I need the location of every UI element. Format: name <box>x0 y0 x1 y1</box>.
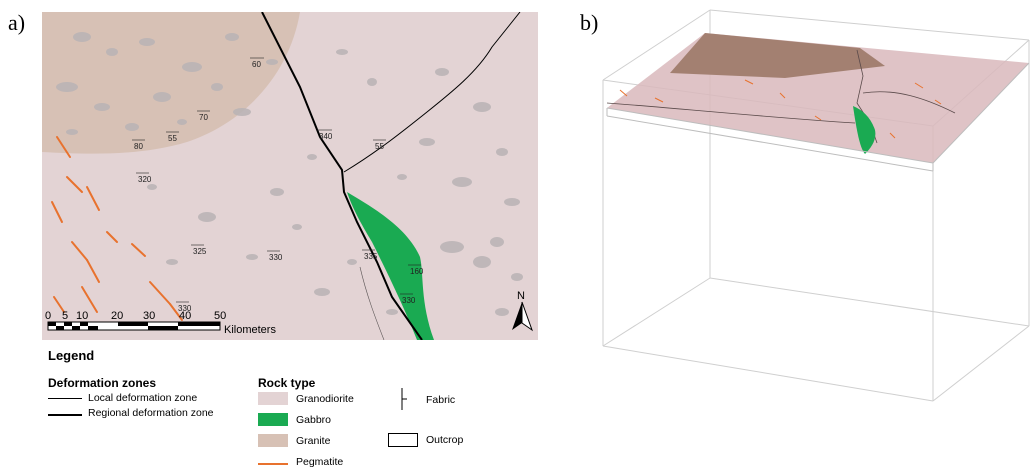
gabbro-label: Gabbro <box>296 414 332 426</box>
fabric-ticks <box>132 57 421 303</box>
deformation-zones-title: Deformation zones <box>48 376 157 390</box>
north-arrow-icon: N <box>512 290 533 332</box>
scale-bar: 0 5 10 20 30 40 50 Kilometers <box>45 310 276 336</box>
local-zone-label: Local deformation zone <box>88 392 198 404</box>
pegmatite-symbol <box>258 463 288 465</box>
pegmatite-label: Pegmatite <box>296 456 344 468</box>
fabric-label: 160 <box>410 267 424 276</box>
fabric-label: 70 <box>199 113 208 122</box>
fabric-label: 330 <box>269 253 283 262</box>
fabric-symbol-icon <box>401 388 407 410</box>
scale-tick-label: 30 <box>143 310 155 322</box>
legend-title: Legend <box>48 348 95 363</box>
fabric-label: 335 <box>364 252 378 261</box>
granite-area <box>42 12 300 154</box>
legend: Legend Deformation zones Local deformati… <box>48 348 568 475</box>
scale-tick-label: 0 <box>45 310 51 322</box>
fabric-label: 330 <box>178 304 192 313</box>
fabric-label: 80 <box>134 142 143 151</box>
scale-tick-label: 50 <box>214 310 226 322</box>
granite-swatch <box>258 434 288 447</box>
gabbro-body <box>347 192 434 340</box>
gabbro-swatch <box>258 413 288 426</box>
granite-label: Granite <box>296 435 331 447</box>
local-deformation-zone <box>343 12 521 173</box>
fabric-label: 55 <box>168 134 177 143</box>
fabric-label: 325 <box>193 247 207 256</box>
regional-deformation-zone <box>261 12 423 340</box>
scale-tick-label: 5 <box>62 310 68 322</box>
panel-label-b: b) <box>580 10 599 35</box>
granodiorite-swatch <box>258 392 288 405</box>
local-zone-symbol <box>48 398 82 399</box>
north-label: N <box>517 290 525 302</box>
regional-zone-symbol <box>48 414 82 416</box>
local-deformation-zone-minor <box>359 266 385 340</box>
scale-unit: Kilometers <box>224 324 276 336</box>
fabric-labels: 60 70 55 80 340 55 320 325 330 335 160 3… <box>134 60 424 313</box>
scale-tick-label: 10 <box>76 310 88 322</box>
fabric-label: 330 <box>402 296 416 305</box>
fabric-label: 55 <box>375 142 384 151</box>
outcrop-label: Outcrop <box>426 434 464 446</box>
fabric-label: Fabric <box>426 394 456 406</box>
outcrops <box>56 32 523 316</box>
regional-zone-label: Regional deformation zone <box>88 407 214 419</box>
fabric-label: 60 <box>252 60 261 69</box>
pegmatite-dykes <box>51 136 183 321</box>
block-pegmatites <box>619 79 942 139</box>
panel-label-a: a) <box>8 10 26 35</box>
block-model-3d <box>602 9 1030 402</box>
scale-tick-label: 40 <box>179 310 191 322</box>
granodiorite-label: Granodiorite <box>296 393 354 405</box>
rock-type-title: Rock type <box>258 376 316 390</box>
geological-map: 60 70 55 80 340 55 320 325 330 335 160 3… <box>42 12 538 340</box>
fabric-label: 340 <box>319 132 333 141</box>
block-gabbro <box>853 106 876 154</box>
scale-tick-label: 20 <box>111 310 123 322</box>
outcrop-swatch <box>388 433 418 447</box>
block-granite <box>670 33 885 78</box>
fabric-label: 320 <box>138 175 152 184</box>
